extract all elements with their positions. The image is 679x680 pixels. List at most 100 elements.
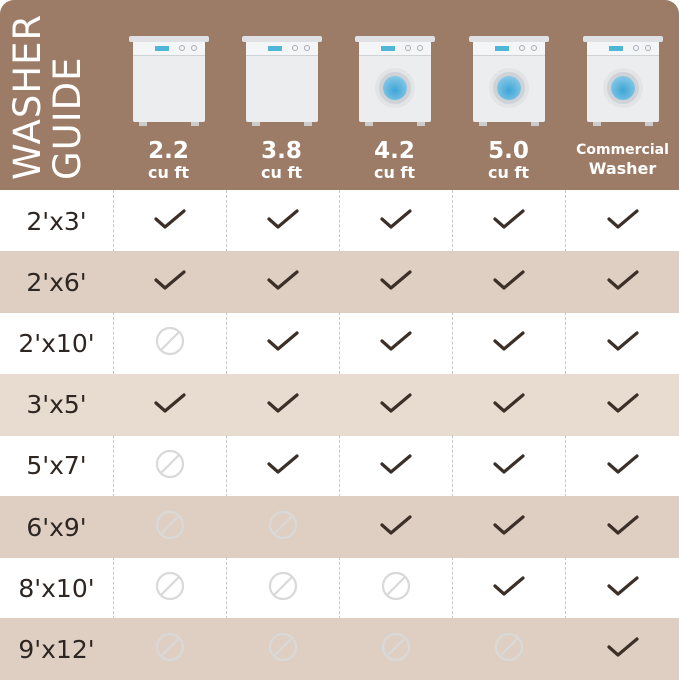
check-icon [380, 269, 412, 295]
fit-cell [566, 312, 679, 374]
fit-cell [453, 496, 566, 558]
capacity-unit: cu ft [147, 163, 190, 182]
check-icon [267, 330, 299, 356]
rug-size-label: 8'x10' [0, 557, 114, 620]
fit-cell [340, 496, 453, 558]
table-row: 2'x3' [0, 190, 679, 252]
check-icon [154, 208, 186, 234]
fit-cell [227, 190, 340, 252]
check-icon [606, 269, 639, 295]
rug-size-label: 5'x7' [0, 434, 114, 497]
check-icon [380, 392, 412, 418]
fit-cell [114, 251, 227, 313]
capacity-value: 2.2 [148, 138, 189, 164]
fit-cell [114, 434, 227, 497]
not-allowed-icon [267, 509, 299, 545]
check-icon [493, 208, 525, 234]
fit-cell [227, 496, 340, 558]
fit-cell [114, 312, 227, 375]
check-icon [606, 636, 639, 662]
not-allowed-icon [267, 570, 299, 606]
not-allowed-icon [154, 325, 186, 361]
check-icon [493, 330, 525, 356]
fit-cell [566, 496, 679, 558]
fit-cell [340, 434, 453, 497]
not-allowed-icon [380, 631, 412, 667]
washer-guide-title: WASHER GUIDE [6, 5, 89, 180]
fit-cell [340, 618, 453, 680]
check-icon [606, 575, 639, 601]
washer-icon [241, 36, 322, 126]
capacity-unit: cu ft [487, 163, 530, 182]
capacity-unit: cu ft [373, 163, 416, 182]
fit-cell [566, 251, 679, 313]
title-line-1: WASHER [6, 13, 49, 180]
check-icon [267, 208, 299, 234]
fit-cell [453, 557, 566, 620]
capacity-unit: cu ft [260, 163, 303, 182]
fit-cell [114, 374, 227, 436]
washer-icon [128, 36, 209, 126]
fit-cell [227, 374, 340, 436]
table-row: 6'x9' [0, 496, 679, 558]
fit-cell [453, 251, 566, 313]
fit-cell [114, 190, 227, 252]
not-allowed-icon [154, 570, 186, 606]
check-icon [606, 514, 639, 540]
fit-cell [340, 190, 453, 252]
check-icon [267, 453, 299, 479]
check-icon [380, 330, 412, 356]
not-allowed-icon [154, 448, 186, 484]
rug-size-label: 2'x10' [0, 312, 114, 375]
check-icon [606, 453, 639, 479]
check-icon [154, 269, 186, 295]
fit-cell [566, 435, 679, 497]
check-icon [606, 208, 639, 234]
title-line-2: GUIDE [46, 56, 89, 180]
fit-cell [114, 496, 227, 558]
not-allowed-icon [154, 631, 186, 667]
check-icon [493, 269, 525, 295]
fit-cell [114, 618, 227, 680]
fit-cell [566, 618, 679, 680]
table-row: 8'x10' [0, 557, 679, 620]
capacity-value: 4.2 [374, 138, 415, 164]
check-icon [267, 269, 299, 295]
washer-icon [354, 36, 435, 126]
check-icon [493, 514, 525, 540]
check-icon [267, 392, 299, 418]
fit-cell [340, 251, 453, 313]
fit-cell [227, 312, 340, 375]
capacity-value: 3.8 [261, 138, 302, 164]
washer-icon [468, 36, 549, 126]
check-icon [380, 514, 412, 540]
fit-cell [453, 434, 566, 497]
fit-cell [566, 190, 679, 252]
rug-size-label: 6'x9' [26, 512, 87, 542]
rug-size-label: 3'x5' [26, 390, 87, 420]
check-icon [380, 208, 412, 234]
check-icon [493, 575, 525, 601]
fit-cell [453, 374, 566, 436]
fit-cell [340, 312, 453, 375]
capacity-unit: Washer [588, 159, 657, 178]
washer-icon [582, 36, 663, 126]
fit-cell [453, 190, 566, 252]
fit-cell [227, 618, 340, 680]
column-header: Commercial Washer [566, 36, 679, 177]
check-icon [606, 392, 639, 418]
check-icon [493, 453, 525, 479]
table-row: 3'x5' [0, 373, 679, 436]
column-header: 2.2 cu ft [112, 36, 225, 181]
fit-cell [453, 312, 566, 375]
fit-cell [227, 557, 340, 620]
fit-cell [340, 557, 453, 620]
rug-size-label: 9'x12' [18, 634, 95, 664]
capacity-value: Commercial [576, 142, 669, 158]
column-header: 3.8 cu ft [225, 36, 338, 181]
fit-cell [340, 374, 453, 436]
fit-cell [453, 618, 566, 680]
check-icon [606, 330, 639, 356]
rug-size-label: 2'x3' [0, 190, 114, 252]
check-icon [154, 392, 186, 418]
